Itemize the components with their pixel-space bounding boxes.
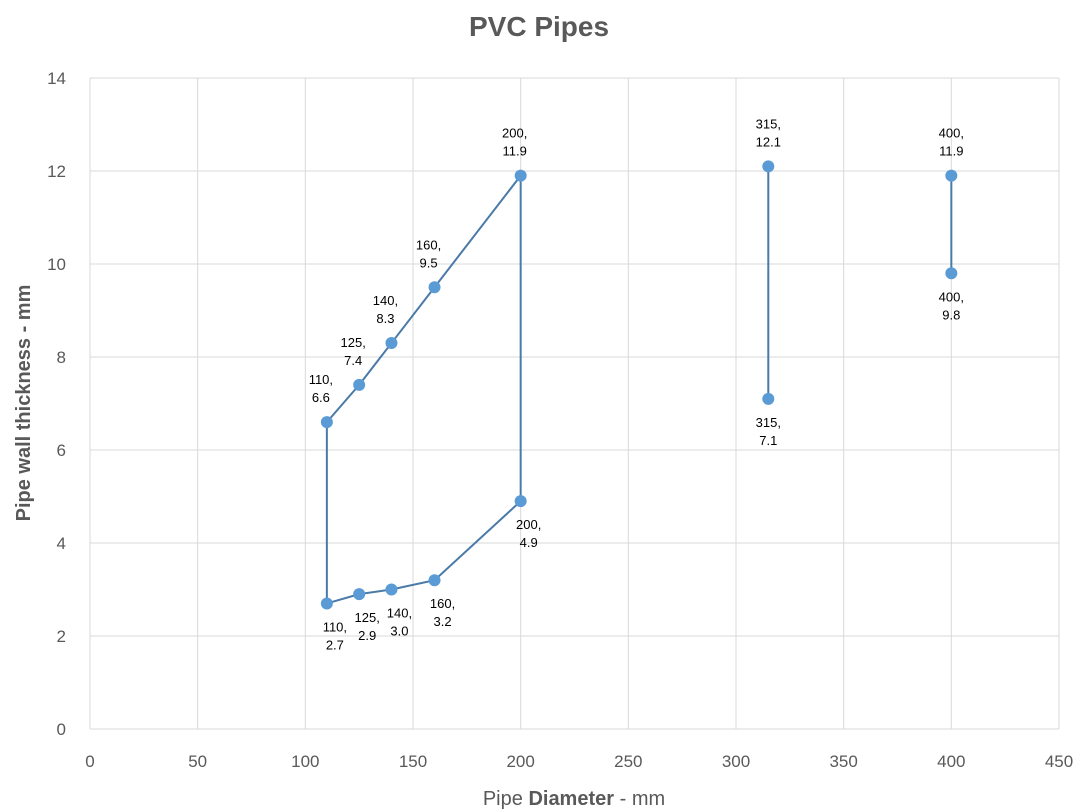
x-tick-label: 150 <box>399 752 427 771</box>
series-lines <box>327 166 951 603</box>
data-label: 125, 2.9 <box>355 610 380 643</box>
data-label: 140, 8.3 <box>373 293 398 326</box>
y-tick-label: 8 <box>57 348 66 367</box>
data-label-y: 2.7 <box>326 637 344 652</box>
y-axis-ticks: 0 2 4 6 8 10 12 14 <box>47 69 66 739</box>
data-label-x: 200, <box>516 517 541 532</box>
x-axis-label-part-1: Pipe <box>483 788 529 810</box>
data-label: 125, 7.4 <box>341 335 366 368</box>
grid <box>90 78 1059 729</box>
x-axis-label-bold: Diameter <box>528 788 614 810</box>
data-point <box>515 170 527 182</box>
data-label: 200, 4.9 <box>516 517 541 550</box>
x-tick-label: 400 <box>937 752 965 771</box>
x-tick-label: 450 <box>1045 752 1073 771</box>
data-label-y: 7.4 <box>344 353 362 368</box>
data-label-x: 125, <box>355 610 380 625</box>
data-label-x: 200, <box>502 126 527 141</box>
y-tick-label: 14 <box>47 69 66 88</box>
x-tick-label: 300 <box>722 752 750 771</box>
data-point <box>515 495 527 507</box>
x-tick-label: 100 <box>291 752 319 771</box>
data-label-y: 11.9 <box>502 144 526 159</box>
data-label-x: 140, <box>387 606 412 621</box>
data-label-y: 4.9 <box>520 535 538 550</box>
data-label-y: 12.1 <box>756 134 781 149</box>
data-point <box>353 379 365 391</box>
data-label-x: 160, <box>416 237 441 252</box>
data-label-y: 7.1 <box>759 433 777 448</box>
x-axis-ticks: 0 50 100 150 200 250 300 350 400 450 <box>85 752 1073 771</box>
data-point <box>385 337 397 349</box>
data-label-y: 11.9 <box>939 144 963 159</box>
x-axis-label: Pipe Diameter - mm <box>483 788 665 810</box>
x-tick-label: 0 <box>85 752 94 771</box>
data-label-x: 400, <box>939 289 964 304</box>
data-label-x: 315, <box>756 415 781 430</box>
data-point <box>321 416 333 428</box>
x-tick-label: 50 <box>188 752 207 771</box>
data-point <box>945 170 957 182</box>
data-label: 315, 7.1 <box>756 415 781 448</box>
data-point <box>945 267 957 279</box>
data-point <box>762 393 774 405</box>
data-point <box>321 597 333 609</box>
data-label: 200, 11.9 <box>502 126 527 159</box>
data-label-y: 3.2 <box>433 614 451 629</box>
data-label: 140, 3.0 <box>387 606 412 639</box>
data-label-y: 6.6 <box>312 390 330 405</box>
data-label-x: 110, <box>323 619 347 634</box>
x-axis-label-part-2: - mm <box>614 788 665 810</box>
data-point <box>353 588 365 600</box>
y-tick-label: 4 <box>57 534 66 553</box>
data-label-x: 110, <box>309 372 333 387</box>
y-axis-label: Pipe wall thickness - mm <box>13 285 35 522</box>
data-label-y: 2.9 <box>358 628 376 643</box>
x-tick-label: 250 <box>614 752 642 771</box>
data-label: 160, 9.5 <box>416 237 441 270</box>
data-label-x: 160, <box>430 596 455 611</box>
y-tick-label: 2 <box>57 627 66 646</box>
data-label: 160, 3.2 <box>430 596 455 629</box>
data-label: 315, 12.1 <box>756 116 781 149</box>
data-label-x: 125, <box>341 335 366 350</box>
series-points <box>321 160 957 609</box>
y-tick-label: 10 <box>47 255 66 274</box>
data-label: 110, 6.6 <box>309 372 333 405</box>
y-tick-label: 12 <box>47 162 66 181</box>
data-label-x: 400, <box>939 126 964 141</box>
y-tick-label: 6 <box>57 441 66 460</box>
data-label-y: 3.0 <box>390 624 408 639</box>
data-labels: 110, 2.7 125, 2.9 140, 3.0 160, 3.2 200, 4.9 200, 1… <box>309 116 964 652</box>
chart-title: PVC Pipes <box>469 11 609 42</box>
data-label-y: 8.3 <box>376 311 394 326</box>
data-point <box>385 584 397 596</box>
data-label-x: 140, <box>373 293 398 308</box>
data-label-x: 315, <box>756 116 781 131</box>
data-point <box>762 160 774 172</box>
x-tick-label: 350 <box>829 752 857 771</box>
x-tick-label: 200 <box>506 752 534 771</box>
data-label-y: 9.8 <box>942 307 960 322</box>
data-point <box>429 574 441 586</box>
y-tick-label: 0 <box>57 720 66 739</box>
data-label-y: 9.5 <box>419 255 437 270</box>
data-point <box>429 281 441 293</box>
